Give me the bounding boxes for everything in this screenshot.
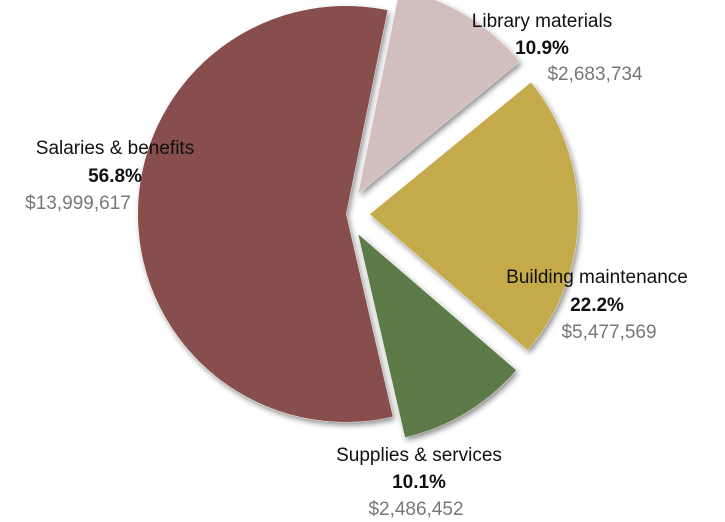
pie-slice-texture-building-maintenance (369, 82, 578, 350)
slice-label-supplies-services: Supplies & services 10.1% $2,486,452 (336, 445, 502, 520)
slice-label-building-maintenance: Building maintenance 22.2% $5,477,569 (506, 267, 688, 343)
slice-amount-building-maintenance: $5,477,569 (561, 322, 656, 343)
slice-name-salaries-benefits: Salaries & benefits (36, 138, 194, 159)
slice-name-supplies-services: Supplies & services (336, 445, 502, 466)
slice-label-library-materials: Library materials 10.9% $2,683,734 (472, 11, 643, 85)
slice-name-library-materials: Library materials (472, 11, 612, 32)
slice-percent-salaries-benefits: 56.8% (88, 166, 142, 187)
pie-slice-texture-salaries-benefits (138, 5, 393, 422)
pie-slice-texture-library-materials (358, 0, 520, 194)
slice-label-salaries-benefits: Salaries & benefits 56.8% $13,999,617 (25, 138, 194, 214)
slice-percent-building-maintenance: 22.2% (570, 295, 624, 316)
slice-percent-supplies-services: 10.1% (392, 472, 446, 493)
pie-slice-texture-supplies-services (358, 234, 517, 438)
pie-slices (137, 0, 579, 438)
slice-percent-library-materials: 10.9% (515, 38, 569, 59)
slice-name-building-maintenance: Building maintenance (506, 267, 688, 288)
slice-amount-supplies-services: $2,486,452 (368, 499, 463, 520)
slice-amount-library-materials: $2,683,734 (547, 64, 643, 85)
slice-amount-salaries-benefits: $13,999,617 (25, 193, 131, 214)
